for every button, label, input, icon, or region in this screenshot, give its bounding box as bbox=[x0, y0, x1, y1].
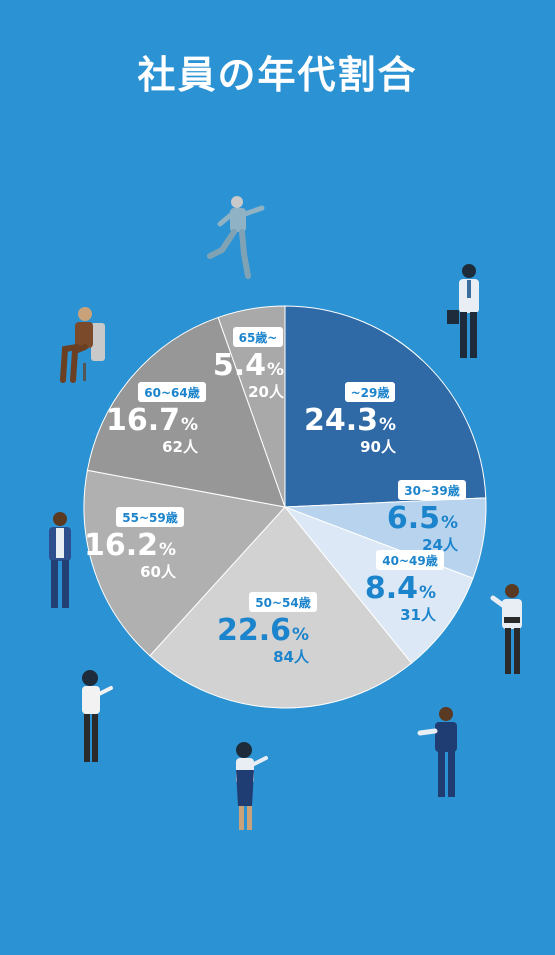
slice-percent: 22.6 bbox=[217, 613, 291, 648]
percent-unit: % bbox=[379, 415, 396, 435]
slice-label-group: 50~54歳 22.6 % 84人 bbox=[217, 592, 317, 666]
slice-percent: 5.4 bbox=[213, 348, 266, 383]
pie-slice bbox=[284, 305, 487, 508]
slice-percent: 16.2 bbox=[84, 528, 158, 563]
running-worker-illustration bbox=[207, 196, 265, 279]
age-tag-label: 60~64歳 bbox=[144, 385, 199, 400]
pointing-man-illustration bbox=[490, 584, 522, 674]
age-tag-box bbox=[398, 480, 466, 500]
percent-unit: % bbox=[159, 540, 176, 560]
slice-label-group: ~29歳 24.3 % 90人 bbox=[304, 382, 397, 456]
slice-percent: 8.4 bbox=[365, 571, 418, 606]
slice-count: 24人 bbox=[422, 536, 459, 554]
vest-man-illustration bbox=[49, 512, 71, 608]
slice-label-group: 30~39歳 6.5 % 24人 bbox=[387, 480, 466, 554]
age-tag-label: 30~39歳 bbox=[404, 483, 459, 498]
man-gesturing-illustration bbox=[417, 707, 457, 797]
age-tag-box bbox=[345, 382, 395, 402]
seated-executive-illustration bbox=[60, 307, 105, 383]
percent-unit: % bbox=[419, 583, 436, 603]
slice-percent: 6.5 bbox=[387, 501, 440, 536]
age-tag-box bbox=[376, 550, 444, 570]
age-tag-box bbox=[138, 382, 206, 402]
slice-count: 31人 bbox=[400, 606, 437, 624]
woman-in-dress-illustration bbox=[236, 742, 268, 830]
percent-unit: % bbox=[292, 625, 309, 645]
percent-unit: % bbox=[267, 360, 284, 380]
age-tag-label: 50~54歳 bbox=[255, 595, 310, 610]
age-tag-box bbox=[116, 507, 184, 527]
businessman-illustration bbox=[447, 264, 479, 358]
slice-count: 20人 bbox=[248, 383, 285, 401]
slice-label-group: 60~64歳 16.7 % 62人 bbox=[106, 382, 206, 456]
slice-label-group: 65歳~ 5.4 % 20人 bbox=[213, 327, 285, 401]
slice-count: 62人 bbox=[162, 438, 199, 456]
age-tag-label: 65歳~ bbox=[239, 330, 278, 345]
pie-slice bbox=[217, 305, 286, 508]
slice-count: 60人 bbox=[140, 563, 177, 581]
slice-percent: 24.3 bbox=[304, 403, 378, 438]
age-tag-label: 40~49歳 bbox=[382, 553, 437, 568]
slice-label-group: 40~49歳 8.4 % 31人 bbox=[365, 550, 444, 624]
age-tag-box bbox=[233, 327, 283, 347]
page-title: 社員の年代割合 bbox=[137, 53, 418, 97]
slice-count: 84人 bbox=[273, 648, 310, 666]
pie-slice bbox=[283, 505, 474, 664]
slice-count: 90人 bbox=[360, 438, 397, 456]
percent-unit: % bbox=[181, 415, 198, 435]
age-tag-label: 55~59歳 bbox=[122, 510, 177, 525]
woman-presenting-illustration bbox=[82, 670, 113, 762]
age-tag-box bbox=[249, 592, 317, 612]
pie-slice bbox=[86, 316, 286, 508]
slice-percent: 16.7 bbox=[106, 403, 180, 438]
slice-label-group: 55~59歳 16.2 % 60人 bbox=[84, 507, 184, 581]
age-tag-label: ~29歳 bbox=[351, 385, 390, 400]
percent-unit: % bbox=[441, 513, 458, 533]
